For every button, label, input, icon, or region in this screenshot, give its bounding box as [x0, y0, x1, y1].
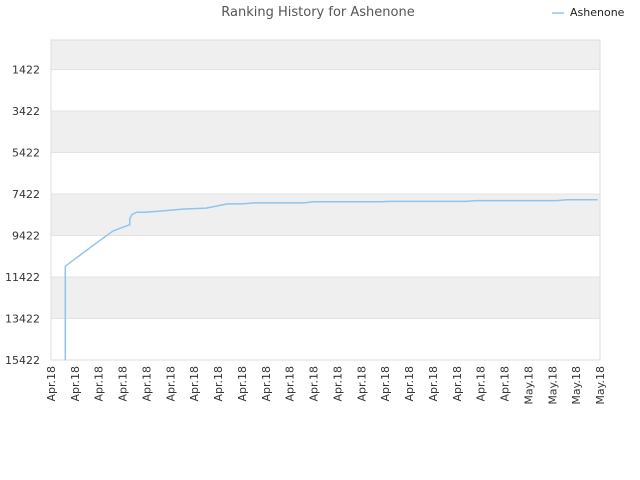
x-tick-label: Apr.18	[499, 366, 512, 402]
x-tick-label: May.18	[522, 366, 535, 405]
x-tick-label: Apr.18	[236, 366, 249, 402]
series-line-ashenone	[64, 199, 598, 360]
x-tick-label: Apr.18	[117, 366, 130, 402]
x-tick-label: May.18	[546, 366, 559, 405]
x-tick-label: Apr.18	[331, 366, 344, 402]
y-tick-label: 15422	[5, 354, 40, 367]
plot-band	[51, 277, 600, 319]
x-tick-label: Apr.18	[260, 366, 273, 402]
x-tick-label: Apr.18	[284, 366, 297, 402]
plot-area-border	[50, 39, 601, 361]
y-tick-label: 11422	[5, 271, 40, 284]
plot-band	[51, 235, 600, 278]
x-tick-label: Apr.18	[45, 366, 58, 402]
x-tick-label: Apr.18	[308, 366, 321, 402]
x-tick-label: Apr.18	[93, 366, 106, 402]
y-tick-label: 5422	[12, 147, 40, 160]
plot-band	[51, 318, 600, 360]
y-tick-label: 3422	[12, 105, 40, 118]
chart-title: Ranking History for Ashenone	[221, 5, 414, 20]
y-tick-label: 1422	[12, 64, 40, 77]
x-tick-label: Apr.18	[140, 366, 153, 402]
y-tick-label: 9422	[12, 230, 40, 243]
y-tick-label: 13422	[5, 313, 40, 326]
x-tick-label: Apr.18	[403, 366, 416, 402]
plot-band	[51, 111, 600, 153]
x-tick-label: Apr.18	[475, 366, 488, 402]
x-tick-label: Apr.18	[379, 366, 392, 402]
x-axis-ticks: Apr.18 Apr.18 Apr.18 Apr.18 Apr.18 Apr.18 Apr.…	[45, 366, 607, 405]
x-tick-label: May.18	[594, 366, 607, 405]
y-tick-label: 7422	[12, 188, 40, 201]
x-tick-label: May.18	[570, 366, 583, 405]
x-tick-label: Apr.18	[188, 366, 201, 402]
plot-band	[51, 69, 600, 112]
x-tick-label: Apr.18	[427, 366, 440, 402]
x-tick-label: Apr.18	[355, 366, 368, 402]
plot-band	[51, 152, 600, 195]
plot-bands	[51, 40, 600, 360]
x-tick-label: Apr.18	[212, 366, 225, 402]
legend-label-ashenone: Ashenone	[570, 6, 625, 19]
y-axis-ticks: 1422 3422 5422 7422 9422 11422 13422 15422	[5, 64, 40, 367]
legend[interactable]: Ashenone	[552, 6, 625, 19]
x-tick-label: Apr.18	[451, 366, 464, 402]
plot-band	[51, 40, 600, 70]
x-tick-label: Apr.18	[69, 366, 82, 402]
x-tick-label: Apr.18	[164, 366, 177, 402]
